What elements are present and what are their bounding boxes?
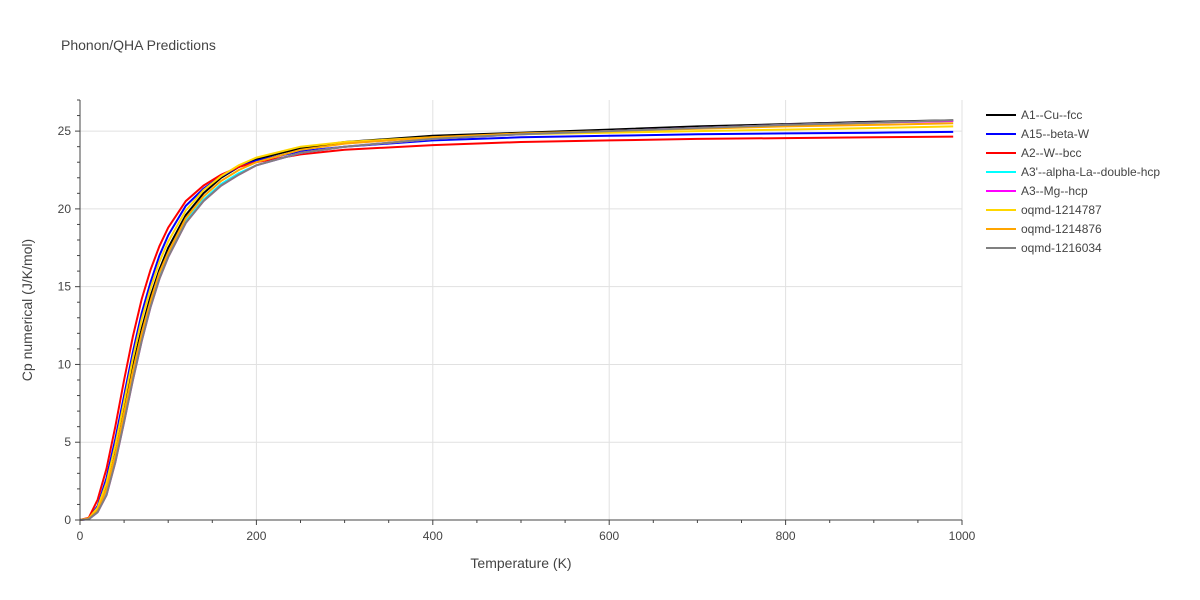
series-line-A15--beta-W[interactable] [79,130,954,521]
x-tick-label: 600 [599,529,619,543]
y-tick-label: 15 [58,280,72,294]
legend-label: A3--Mg--hcp [1021,184,1088,198]
legend-item[interactable]: A1--Cu--fcc [986,108,1082,122]
legend-item[interactable]: A2--W--bcc [986,146,1081,160]
legend-item[interactable]: oqmd-1216034 [986,241,1102,255]
legend-label: A2--W--bcc [1021,146,1081,160]
x-axis-title: Temperature (K) [470,555,571,571]
axes: 0 200 400 600 800 1000 0 5 10 15 20 25 [58,99,976,543]
legend-label: A3'--alpha-La--double-hcp [1021,165,1160,179]
legend-label: oqmd-1214787 [1021,203,1102,217]
x-tick-label: 400 [423,529,443,543]
grid [80,100,963,520]
x-tick-label: 800 [776,529,796,543]
legend-item[interactable]: oqmd-1214787 [986,203,1102,217]
plot-area [79,119,954,521]
series-line-A2--W--bcc[interactable] [79,135,954,521]
legend[interactable]: A1--Cu--fcc A15--beta-W A2--W--bcc A3'--alp… [986,108,1160,255]
x-tick-label: 0 [77,529,84,543]
legend-item[interactable]: A15--beta-W [986,127,1090,141]
series-line-oqmd-1216034[interactable] [79,119,954,521]
y-tick-label: 5 [64,435,71,449]
legend-item[interactable]: oqmd-1214876 [986,222,1102,236]
legend-label: A15--beta-W [1021,127,1090,141]
legend-item[interactable]: A3--Mg--hcp [986,184,1088,198]
y-tick-label: 20 [58,202,72,216]
x-tick-label: 1000 [949,529,976,543]
y-tick-label: 25 [58,124,72,138]
legend-label: A1--Cu--fcc [1021,108,1082,122]
y-tick-label: 10 [58,357,72,371]
legend-label: oqmd-1216034 [1021,241,1102,255]
y-tick-label: 0 [64,513,71,527]
y-axis-title: Cp numerical (J/K/mol) [19,239,35,381]
legend-item[interactable]: A3'--alpha-La--double-hcp [986,165,1160,179]
chart-title: Phonon/QHA Predictions [61,37,216,53]
x-tick-label: 200 [246,529,266,543]
legend-label: oqmd-1214876 [1021,222,1102,236]
series-line-oqmd-1214787[interactable] [79,125,954,521]
